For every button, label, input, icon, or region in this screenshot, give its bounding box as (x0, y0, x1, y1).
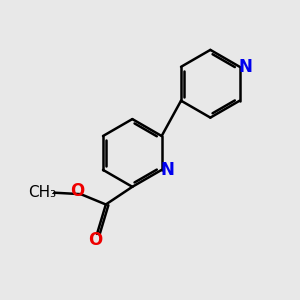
Text: N: N (160, 161, 174, 179)
Text: N: N (238, 58, 252, 76)
Text: CH₃: CH₃ (28, 185, 56, 200)
Text: O: O (88, 231, 103, 249)
Text: O: O (70, 182, 84, 200)
